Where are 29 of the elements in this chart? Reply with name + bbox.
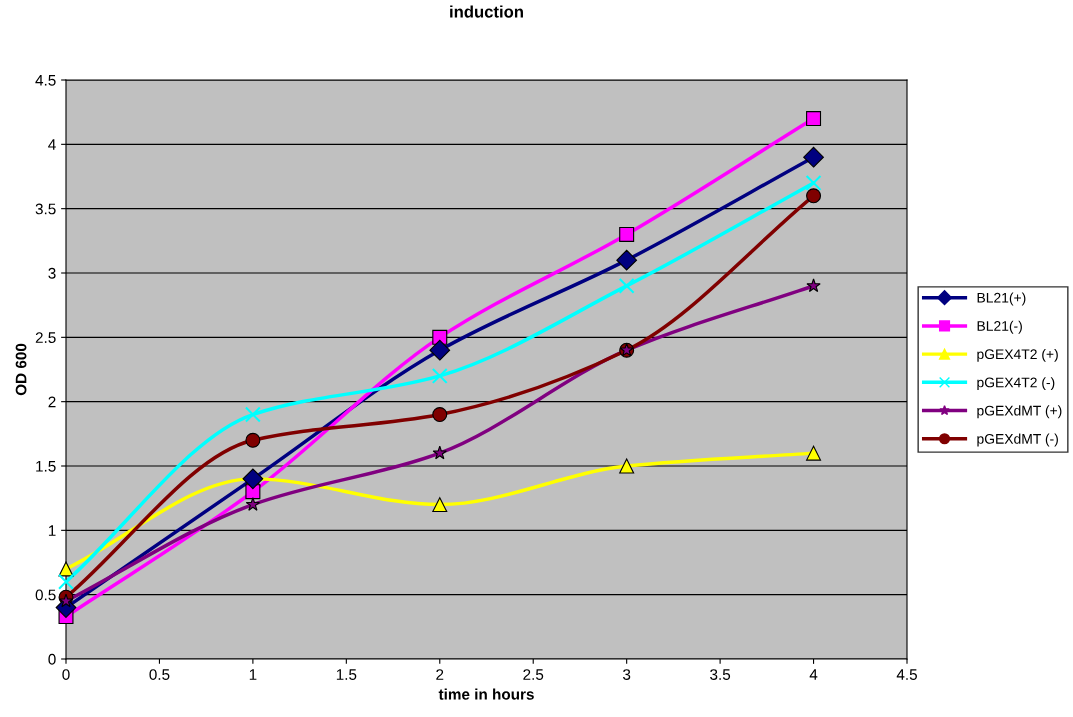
y-tick-label: 1 bbox=[48, 525, 56, 536]
y-axis-title: OD 600 bbox=[15, 343, 27, 396]
y-tick-label: 2.5 bbox=[35, 332, 56, 344]
y-tick-label: 4 bbox=[48, 139, 56, 150]
y-tick-label: 3 bbox=[48, 267, 56, 279]
x-axis-title: time in hours bbox=[438, 688, 534, 700]
legend-label: pGEXdMT (+) bbox=[977, 405, 1062, 419]
x-tick-label: 2 bbox=[436, 669, 444, 680]
y-tick-label: 0 bbox=[48, 653, 56, 665]
legend-label: pGEX4T2 (-) bbox=[977, 377, 1055, 391]
y-tick-label: 2 bbox=[48, 396, 56, 408]
x-tick-label: 1.5 bbox=[336, 669, 357, 680]
legend-label: BL21(+) bbox=[977, 292, 1026, 306]
legend-label: pGEX4T2 (+) bbox=[977, 348, 1058, 362]
y-tick-label: 3.5 bbox=[35, 203, 56, 215]
y-tick-label: 0.5 bbox=[35, 589, 56, 601]
legend-label: pGEXdMT (-) bbox=[977, 433, 1058, 447]
x-tick-label: 2.5 bbox=[523, 669, 544, 680]
legend-label: BL21(-) bbox=[977, 320, 1022, 334]
x-tick-label: 0 bbox=[62, 669, 70, 680]
x-tick-label: 3 bbox=[623, 669, 631, 680]
x-tick-label: 1 bbox=[249, 669, 257, 680]
x-tick-label: 4.5 bbox=[896, 669, 917, 680]
x-tick-label: 3.5 bbox=[710, 669, 731, 680]
x-tick-label: 4 bbox=[809, 669, 818, 680]
y-tick-label: 4.5 bbox=[35, 75, 56, 86]
y-tick-label: 1.5 bbox=[36, 461, 56, 472]
x-tick-label: 0.5 bbox=[149, 669, 170, 680]
chart-title: induction bbox=[450, 5, 523, 18]
